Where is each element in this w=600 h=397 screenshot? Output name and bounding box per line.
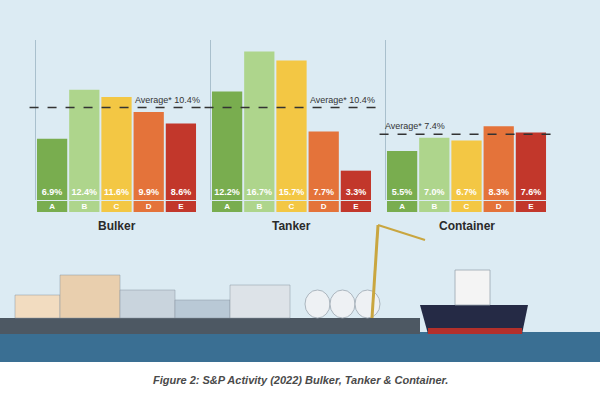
svg-text:B: B bbox=[81, 202, 87, 211]
svg-text:Average* 7.4%: Average* 7.4% bbox=[385, 121, 445, 131]
svg-text:B: B bbox=[431, 202, 437, 211]
svg-text:Average* 10.4%: Average* 10.4% bbox=[135, 95, 200, 105]
svg-text:15.7%: 15.7% bbox=[279, 187, 305, 197]
svg-text:8.6%: 8.6% bbox=[171, 187, 192, 197]
svg-text:C: C bbox=[114, 202, 120, 211]
svg-text:12.2%: 12.2% bbox=[214, 187, 240, 197]
svg-text:3.3%: 3.3% bbox=[346, 187, 367, 197]
svg-text:12.4%: 12.4% bbox=[72, 187, 98, 197]
svg-text:Average* 10.4%: Average* 10.4% bbox=[310, 95, 375, 105]
svg-text:E: E bbox=[353, 202, 359, 211]
svg-text:A: A bbox=[399, 202, 405, 211]
svg-text:Container: Container bbox=[439, 219, 495, 233]
svg-text:C: C bbox=[464, 202, 470, 211]
svg-text:6.9%: 6.9% bbox=[42, 187, 63, 197]
svg-text:D: D bbox=[321, 202, 327, 211]
svg-text:E: E bbox=[528, 202, 534, 211]
svg-text:B: B bbox=[256, 202, 262, 211]
svg-text:7.0%: 7.0% bbox=[424, 187, 445, 197]
svg-text:D: D bbox=[146, 202, 152, 211]
svg-text:16.7%: 16.7% bbox=[247, 187, 273, 197]
svg-text:A: A bbox=[224, 202, 230, 211]
svg-text:7.7%: 7.7% bbox=[313, 187, 334, 197]
svg-text:9.9%: 9.9% bbox=[138, 187, 159, 197]
svg-text:5.5%: 5.5% bbox=[392, 187, 413, 197]
svg-text:A: A bbox=[49, 202, 55, 211]
svg-text:6.7%: 6.7% bbox=[456, 187, 477, 197]
svg-text:Tanker: Tanker bbox=[272, 219, 311, 233]
svg-text:Figure 2: S&P Activity (2022): Figure 2: S&P Activity (2022) Bulker, Ta… bbox=[153, 374, 448, 386]
svg-text:8.3%: 8.3% bbox=[488, 187, 509, 197]
svg-text:D: D bbox=[496, 202, 502, 211]
svg-text:7.6%: 7.6% bbox=[521, 187, 542, 197]
svg-text:11.6%: 11.6% bbox=[104, 187, 129, 197]
svg-text:C: C bbox=[289, 202, 295, 211]
svg-text:Bulker: Bulker bbox=[98, 219, 136, 233]
svg-text:E: E bbox=[178, 202, 184, 211]
